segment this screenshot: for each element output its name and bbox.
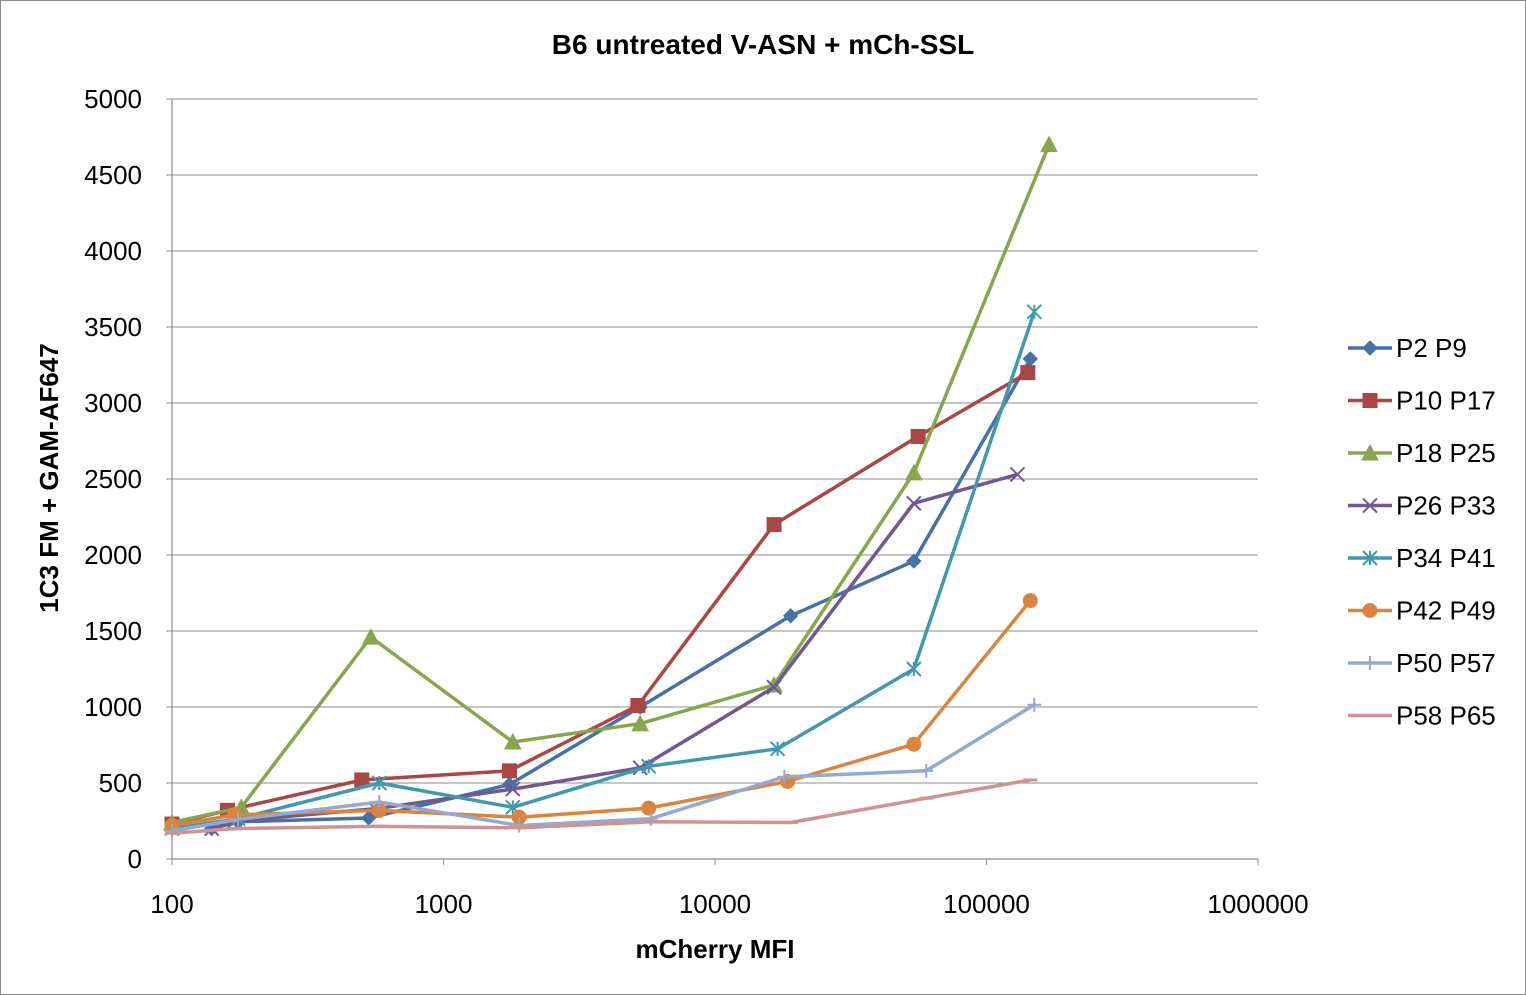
legend-label: P26 P33 (1396, 491, 1496, 521)
x-tick-label: 1000000 (1207, 889, 1308, 919)
data-point (906, 661, 922, 677)
x-tick-labels: 100 1000 10000 100000 1000000 (150, 889, 1308, 919)
data-point (769, 741, 786, 757)
gridlines (172, 98, 1258, 784)
y-tick-label: 1000 (84, 692, 142, 722)
legend-label: P10 P17 (1396, 386, 1496, 416)
y-axis-title: 1C3 FM + GAM-AF647 (34, 343, 64, 612)
data-point (641, 758, 657, 774)
series-line (170, 310, 1037, 831)
data-point (906, 495, 922, 512)
data-point (503, 732, 522, 750)
series-line (170, 778, 1033, 835)
data-point (371, 775, 387, 791)
legend-marker (1362, 550, 1378, 566)
x-tick-label: 100 (150, 889, 193, 919)
data-point (766, 679, 782, 695)
legend-label: P18 P25 (1396, 438, 1496, 468)
chart-title: B6 untreated V-ASN + mCh-SSL (552, 29, 974, 60)
series-8 (165, 778, 1038, 835)
series-line (170, 142, 1051, 825)
data-point (1026, 304, 1043, 320)
x-axis-title: mCherry MFI (636, 934, 795, 964)
legend-item: P58 P65 (1348, 701, 1496, 731)
data-point (630, 697, 646, 713)
data-point (501, 763, 517, 779)
legend-marker (1361, 443, 1379, 461)
legend-item: P34 P41 (1348, 543, 1496, 573)
legend-marker (1362, 497, 1378, 514)
legend-label: P2 P9 (1396, 333, 1467, 363)
data-point (906, 736, 922, 752)
data-point (1020, 365, 1036, 381)
series-6 (164, 593, 1038, 834)
data-point (910, 428, 926, 444)
data-point (905, 463, 923, 481)
series-line (209, 472, 1020, 831)
legend-label: P58 P65 (1396, 701, 1496, 731)
data-point (372, 795, 387, 809)
data-point (641, 800, 657, 816)
data-point (505, 781, 521, 797)
y-tick-label: 500 (99, 768, 142, 798)
series-line (170, 598, 1033, 828)
y-tick-label: 5000 (84, 84, 142, 114)
y-tick-label: 3000 (84, 388, 142, 418)
x-tick-label: 1000 (415, 889, 473, 919)
x-tick-label: 10000 (679, 889, 751, 919)
data-point (777, 769, 792, 784)
data-point (906, 553, 922, 569)
data-point (1022, 351, 1039, 367)
data-point (631, 714, 649, 732)
series-2 (164, 365, 1036, 832)
legend-label: P42 P49 (1396, 596, 1496, 626)
data-point (782, 608, 799, 624)
y-tick-label: 3500 (84, 312, 142, 342)
series-line (170, 702, 1037, 833)
y-tick-label: 4500 (84, 160, 142, 190)
data-point (1009, 466, 1026, 483)
y-tick-labels: 0 500 1000 1500 2000 2500 3000 3500 4000 4500 5000 (84, 84, 142, 874)
data-point (1040, 135, 1058, 153)
series-layer (163, 135, 1058, 838)
legend: P2 P9 P10 P17 P18 P25 P26 P33 P34 P41 P42 P49… (1348, 333, 1496, 731)
legend-marker (1362, 603, 1378, 618)
y-tick-label: 2000 (84, 540, 142, 570)
legend-marker (1363, 656, 1377, 670)
y-tick-label: 4000 (84, 236, 142, 266)
legend-item: P26 P33 (1348, 491, 1496, 521)
series-line (209, 357, 1033, 831)
legend-item: P2 P9 (1348, 333, 1467, 363)
y-tick-label: 2500 (84, 464, 142, 494)
y-tick-label: 1500 (84, 616, 142, 646)
data-point (362, 628, 380, 645)
series-4 (203, 466, 1026, 837)
data-point (1027, 697, 1042, 712)
data-point (919, 763, 934, 778)
data-point (766, 517, 782, 533)
data-point (1022, 593, 1038, 609)
series-5 (164, 304, 1043, 837)
legend-label: P50 P57 (1396, 648, 1496, 678)
legend-item: P10 P17 (1348, 386, 1496, 416)
data-point (512, 818, 527, 833)
legend-marker (1362, 393, 1378, 408)
legend-item: P42 P49 (1348, 596, 1496, 626)
x-tick-label: 100000 (943, 889, 1030, 919)
data-point (230, 812, 245, 827)
series-7 (165, 697, 1042, 838)
data-point (165, 823, 179, 838)
legend-marker (1362, 340, 1378, 356)
series-1 (203, 351, 1039, 837)
legend-item: P18 P25 (1348, 438, 1496, 468)
series-line (170, 370, 1030, 826)
y-tick-label: 0 (128, 844, 142, 874)
axes (166, 98, 1259, 865)
legend-label: P34 P41 (1396, 543, 1496, 573)
legend-item: P50 P57 (1348, 648, 1496, 678)
